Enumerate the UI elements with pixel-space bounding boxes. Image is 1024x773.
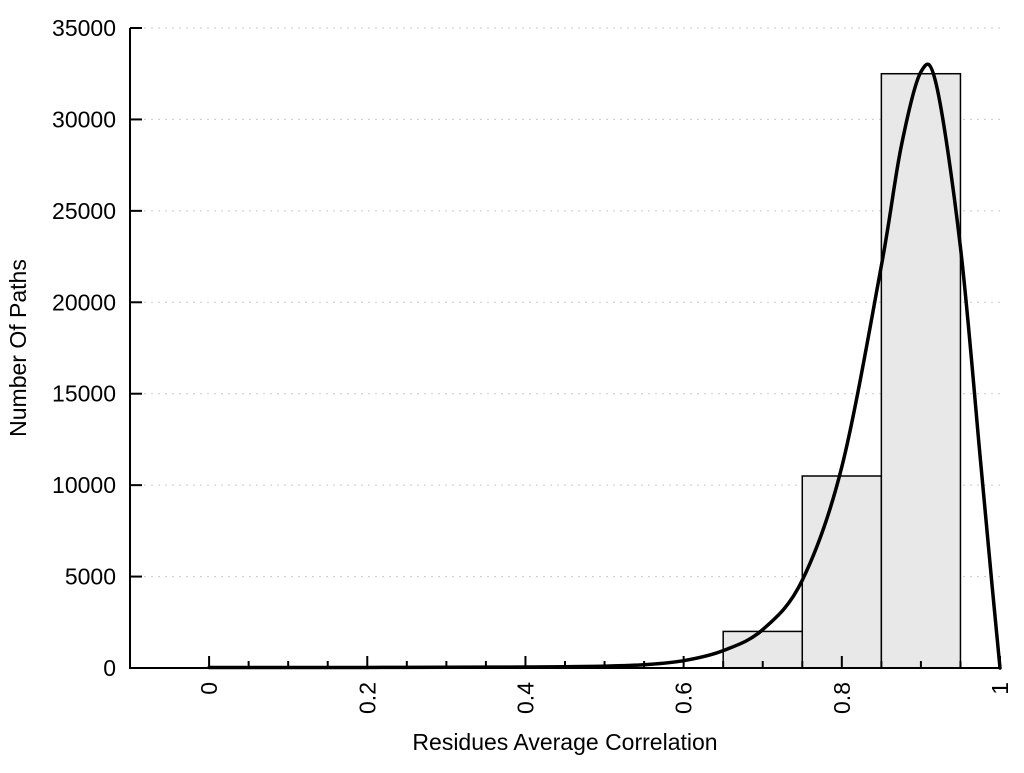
histogram-bars (722, 72, 962, 669)
y-tick-label: 20000 (52, 289, 116, 315)
x-tick-label: 1 (987, 682, 1013, 695)
y-tick-label: 35000 (52, 15, 116, 41)
x-tick-label: 0.6 (671, 682, 697, 714)
histogram-bar (801, 475, 883, 669)
x-tick-label: 0.4 (512, 682, 538, 714)
x-tick-label: 0.8 (829, 682, 855, 714)
y-tick-label: 10000 (52, 472, 116, 498)
x-tick-label: 0.2 (354, 682, 380, 714)
x-axis-label: Residues Average Correlation (412, 729, 717, 755)
y-axis-label: Number Of Paths (5, 259, 31, 437)
y-axis-ticks: 0 5000 10000 15000 20000 25000 30000 35000 (52, 15, 142, 681)
y-tick-label: 25000 (52, 198, 116, 224)
x-axis-ticks: 0 0.2 0.4 0.6 0.8 1 (196, 656, 1013, 714)
gridlines (130, 27, 1000, 578)
y-tick-label: 15000 (52, 381, 116, 407)
x-tick-label: 0 (196, 682, 222, 695)
histogram-bar (880, 72, 962, 669)
y-tick-label: 0 (103, 655, 116, 681)
y-tick-label: 30000 (52, 106, 116, 132)
y-tick-label: 5000 (65, 564, 116, 590)
